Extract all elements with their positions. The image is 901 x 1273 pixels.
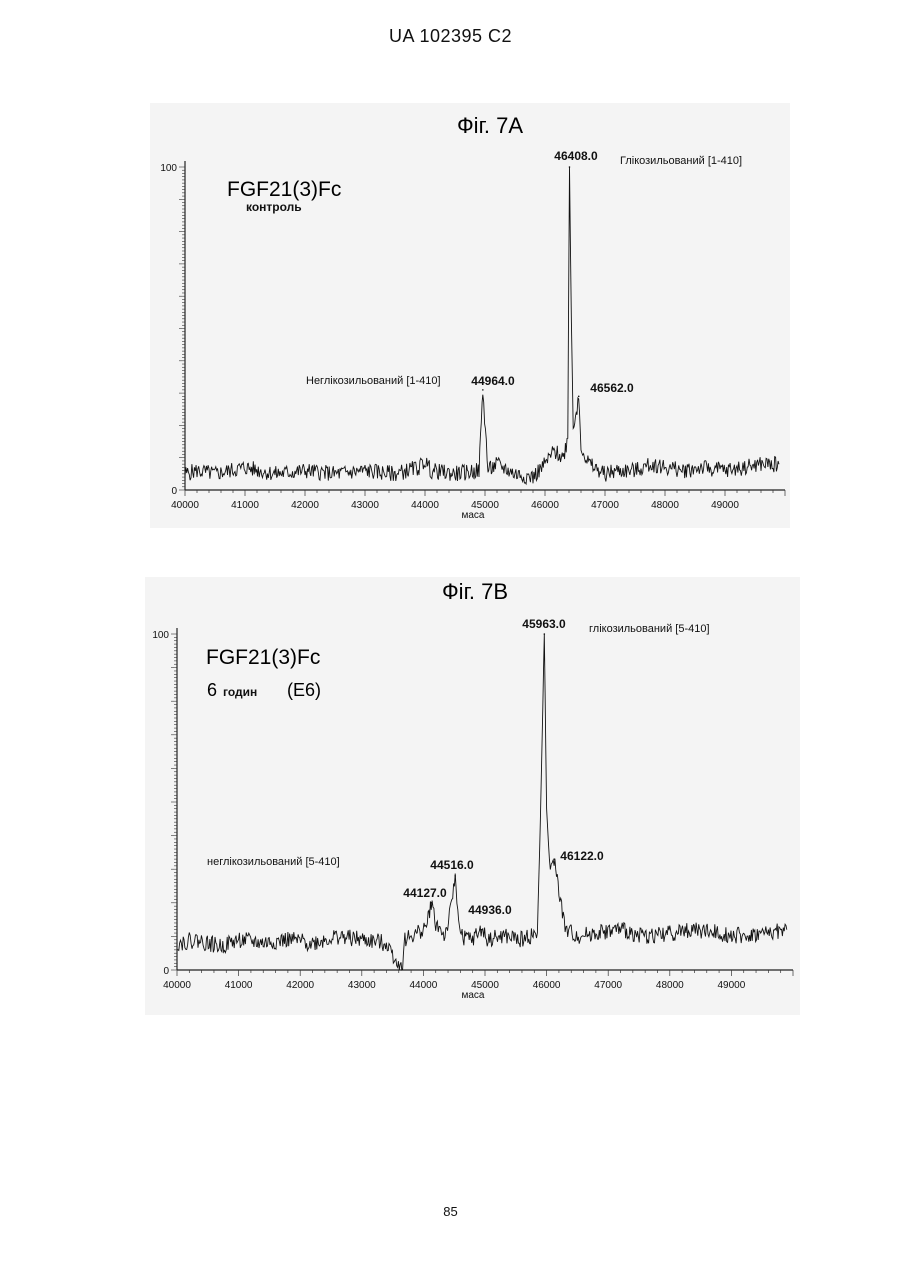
x-tick-label: 48000 (656, 980, 684, 991)
x-tick-label: 49000 (717, 980, 745, 991)
x-tick-label: 43000 (348, 980, 376, 991)
x-tick-label: 48000 (651, 500, 679, 511)
peak-label: 46122.0 (560, 849, 604, 863)
x-tick-label: 41000 (225, 980, 253, 991)
x-tick-label: 42000 (286, 980, 314, 991)
peak-marker (430, 902, 432, 904)
peak-label: 45963.0 (522, 617, 566, 631)
spectrum-chart-7a: Фіг. 7A010040000410004200043000440004500… (0, 95, 901, 535)
peak-marker (544, 633, 546, 635)
y-tick-label: 100 (152, 630, 169, 641)
x-tick-label: 43000 (351, 500, 379, 511)
peak-annotation: глікозильований [5-410] (589, 623, 710, 635)
y-tick-label: 0 (163, 966, 169, 977)
peak-label: 44127.0 (403, 886, 447, 900)
peak-annotation: Неглікозильований [1-410] (306, 375, 441, 387)
chart-background (145, 577, 800, 1015)
x-tick-label: 44000 (411, 500, 439, 511)
y-tick-label: 0 (171, 486, 177, 497)
figure-7b: Фіг. 7B010040000410004200043000440004500… (0, 572, 901, 1022)
peak-annotation: Глікозильований [1-410] (620, 155, 742, 167)
x-tick-label: 41000 (231, 500, 259, 511)
x-axis-label: маса (462, 510, 485, 521)
chart-title: Фіг. 7B (442, 579, 508, 604)
x-tick-label: 47000 (594, 980, 622, 991)
peak-label: 44516.0 (430, 858, 474, 872)
document-header: UA 102395 C2 (0, 26, 901, 47)
x-axis-label: маса (462, 990, 485, 1001)
inset-subtitle: контроль (246, 200, 302, 214)
y-tick-label: 100 (160, 163, 177, 174)
inset-title: FGF21(3)Fc (227, 178, 341, 201)
x-tick-label: 40000 (171, 500, 199, 511)
inset-title: FGF21(3)Fc (206, 646, 320, 669)
spectrum-chart-7b: Фіг. 7B010040000410004200043000440004500… (0, 572, 901, 1022)
x-tick-label: 46000 (533, 980, 561, 991)
x-tick-label: 40000 (163, 980, 191, 991)
peak-marker (480, 929, 482, 931)
peak-label: 46408.0 (554, 149, 598, 163)
peak-marker (454, 875, 456, 877)
peak-marker (569, 166, 571, 168)
x-tick-label: 44000 (409, 980, 437, 991)
x-tick-label: 46000 (531, 500, 559, 511)
inset-subtitle-code: (E6) (287, 680, 321, 700)
peak-annotation: неглікозильований [5-410] (207, 856, 340, 868)
peak-label: 44964.0 (471, 374, 515, 388)
peak-label: 46562.0 (590, 381, 634, 395)
peak-marker (482, 389, 484, 391)
peak-marker (578, 396, 580, 398)
page-number: 85 (0, 1204, 901, 1219)
inset-subtitle-num: 6 (207, 680, 217, 700)
figure-7a: Фіг. 7A010040000410004200043000440004500… (0, 95, 901, 535)
x-tick-label: 47000 (591, 500, 619, 511)
peak-label: 44936.0 (468, 903, 512, 917)
inset-subtitle-word: годин (223, 685, 257, 699)
x-tick-label: 42000 (291, 500, 319, 511)
x-tick-label: 49000 (711, 500, 739, 511)
peak-marker (553, 858, 555, 860)
chart-title: Фіг. 7A (457, 113, 523, 138)
